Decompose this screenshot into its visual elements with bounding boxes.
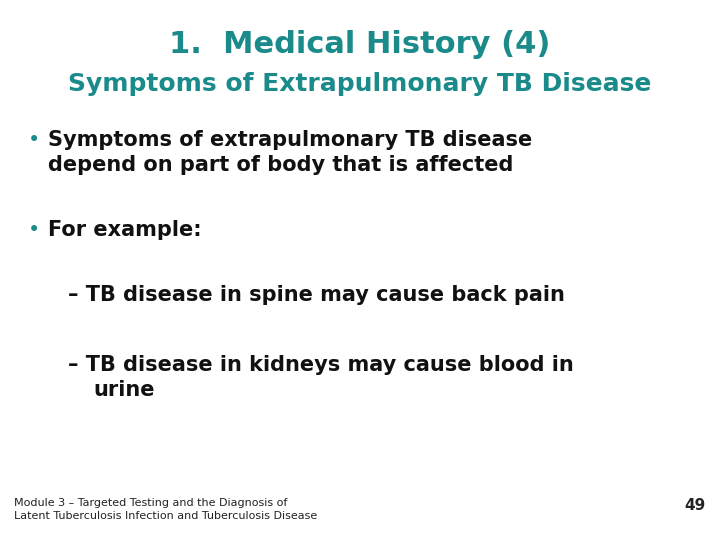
- Text: 1.  Medical History (4): 1. Medical History (4): [169, 30, 551, 59]
- Text: For example:: For example:: [48, 220, 202, 240]
- Text: depend on part of body that is affected: depend on part of body that is affected: [48, 155, 513, 175]
- Text: – TB disease in kidneys may cause blood in: – TB disease in kidneys may cause blood …: [68, 355, 574, 375]
- Text: Module 3 – Targeted Testing and the Diagnosis of
Latent Tuberculosis Infection a: Module 3 – Targeted Testing and the Diag…: [14, 498, 318, 521]
- Text: 49: 49: [685, 498, 706, 513]
- Text: Symptoms of extrapulmonary TB disease: Symptoms of extrapulmonary TB disease: [48, 130, 532, 150]
- Text: •: •: [28, 130, 40, 150]
- Text: – TB disease in spine may cause back pain: – TB disease in spine may cause back pai…: [68, 285, 565, 305]
- Text: urine: urine: [93, 380, 155, 400]
- Text: Symptoms of Extrapulmonary TB Disease: Symptoms of Extrapulmonary TB Disease: [68, 72, 652, 96]
- Text: •: •: [28, 220, 40, 240]
